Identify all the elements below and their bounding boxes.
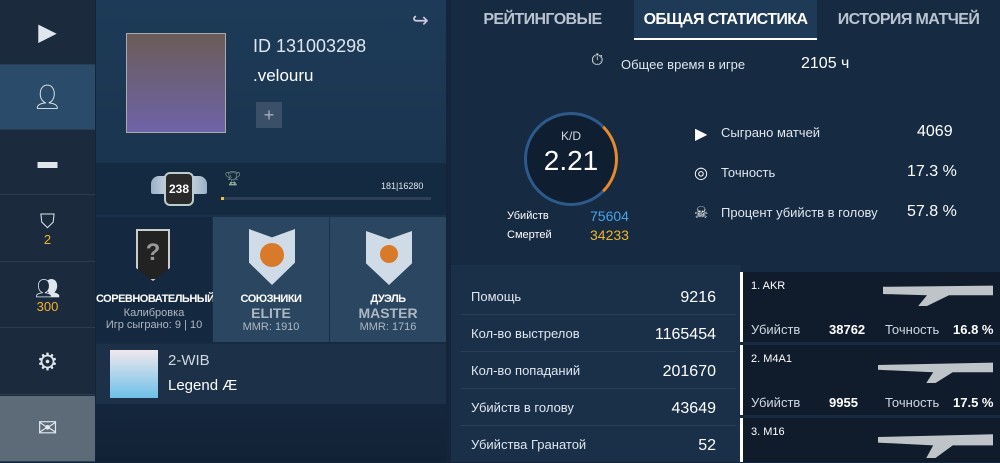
- matches-played-icon: ▶: [695, 126, 708, 143]
- player-name: .velouru: [253, 66, 314, 85]
- sidebar-item-settings[interactable]: ⚙: [0, 330, 95, 395]
- kd-label: K/D: [560, 129, 581, 143]
- avatar[interactable]: [126, 33, 226, 133]
- matches-played-label: Сыграно матчей: [721, 125, 821, 140]
- weapon-card[interactable]: 2. M4A1 Убийств 9955 Точность 17.5 %: [740, 345, 1000, 415]
- add-button[interactable]: +: [256, 102, 282, 128]
- playtime-label: Общее время в игре: [621, 57, 746, 72]
- stat-row: Кол-во выстрелов 1165454: [461, 315, 736, 352]
- elite-rank-icon: [249, 229, 295, 285]
- kills-label: Убийств: [507, 210, 549, 222]
- stats-table: [451, 265, 741, 462]
- friends-count: 300: [36, 299, 59, 314]
- kd-ring: K/D 2.21: [524, 112, 618, 206]
- unranked-icon: ?: [136, 229, 170, 281]
- skull-icon: ☠: [694, 205, 709, 222]
- akr-silhouette-icon: [883, 285, 993, 306]
- stat-row: Убийства Гранатой 52: [471, 437, 716, 454]
- sidebar-item-profile[interactable]: 👤︎: [0, 65, 95, 130]
- share-icon[interactable]: ↪: [412, 10, 429, 32]
- stat-row: Кол-во попаданий 201670: [461, 352, 736, 389]
- stats-panel: РЕЙТИНГОВЫЕ ОБЩАЯ СТАТИСТИКА ИСТОРИЯ МАТ…: [451, 0, 1000, 462]
- weapon-accuracy-label: Точность: [885, 395, 940, 410]
- clan-name: Legend Æ: [168, 377, 238, 394]
- deaths-label: Смертей: [507, 229, 552, 241]
- mode-title: СОЮЗНИКИ: [240, 293, 302, 305]
- level-number: 238: [164, 172, 194, 206]
- friends-icon: 👥︎: [34, 278, 61, 300]
- weapon-kills: 38762: [829, 322, 866, 337]
- mode-status: Калибровка: [123, 307, 185, 319]
- sidebar-item-medals[interactable]: ⛉ 2: [0, 197, 95, 262]
- target-icon: ◎: [694, 165, 708, 182]
- kd-value: 2.21: [543, 145, 599, 176]
- mode-rank: ELITE: [251, 305, 291, 321]
- mode-allies[interactable]: СОЮЗНИКИ ELITE MMR: 1910: [213, 217, 329, 342]
- weapon-card[interactable]: 3. M16: [740, 418, 1000, 462]
- headshot-pct-label: Процент убийств в голову: [721, 205, 878, 220]
- m4a1-silhouette-icon: [878, 362, 993, 383]
- sidebar-item-play[interactable]: ▶: [0, 0, 95, 65]
- sidebar-item-weapons[interactable]: ▬: [0, 130, 95, 195]
- medal-icon: ⛉: [40, 211, 55, 233]
- weapon-kills-label: Убийств: [751, 322, 801, 337]
- kills-value: 75604: [590, 208, 629, 224]
- mode-mmr: MMR: 1716: [359, 321, 417, 333]
- stat-row: Убийств в голову 43649: [461, 389, 736, 426]
- play-icon: ▶: [38, 18, 57, 46]
- mail-icon: ✉: [37, 415, 58, 442]
- playtime-value: 2105 ч: [801, 55, 850, 72]
- stat-row: Помощь 9216: [461, 278, 736, 315]
- xp-progress-bar: [221, 197, 431, 200]
- weapon-accuracy: 17.5 %: [953, 395, 994, 410]
- sidebar: ▶ 👤︎ ▬ ⛉ 2 👥︎ 300 ⚙ ✉: [0, 0, 95, 462]
- clan-tag: 2-WIB: [168, 352, 210, 369]
- tab-match-history[interactable]: ИСТОРИЯ МАТЧЕЙ: [837, 11, 980, 28]
- accuracy-label: Точность: [721, 165, 776, 180]
- medal-count: 2: [43, 232, 52, 247]
- weapon-name: 1. AKR: [751, 280, 786, 292]
- profile-panel: ID 131003298 .velouru + ↪ 238 🏆︎ 181|162…: [96, 0, 446, 462]
- xp-text: 181|16280: [381, 181, 424, 191]
- trophy-icon: 🏆︎: [224, 170, 242, 186]
- mode-duel[interactable]: ДУЭЛЬ MASTER MMR: 1716: [330, 217, 446, 342]
- weapon-card[interactable]: 1. AKR Убийств 38762 Точность 16.8 %: [740, 272, 1000, 342]
- headshot-pct-value: 57.8 %: [907, 203, 957, 220]
- weapon-accuracy: 16.8 %: [953, 322, 994, 337]
- mode-rank: MASTER: [358, 305, 418, 321]
- weapon-name: 3. M16: [751, 426, 785, 438]
- mode-title: СОРЕВНОВАТЕЛЬНЫЙ: [96, 293, 215, 305]
- mode-mmr: MMR: 1910: [242, 321, 300, 333]
- m16-silhouette-icon: [878, 434, 993, 458]
- clan-logo: [110, 350, 158, 398]
- sidebar-item-mail[interactable]: ✉: [0, 396, 95, 462]
- mode-competitive[interactable]: ? СОРЕВНОВАТЕЛЬНЫЙ Калибровка Игр сыгран…: [96, 217, 215, 342]
- gear-icon: ⚙: [36, 348, 59, 376]
- tab-ranked[interactable]: РЕЙТИНГОВЫЕ: [483, 11, 602, 28]
- tab-general-stats[interactable]: ОБЩАЯ СТАТИСТИКА: [634, 0, 817, 40]
- level-badge: 238: [151, 172, 207, 212]
- stopwatch-icon: ⏱: [591, 52, 604, 69]
- deaths-value: 34233: [590, 227, 629, 243]
- weapon-kills-label: Убийств: [751, 395, 801, 410]
- pistol-icon: ▬: [37, 150, 58, 173]
- matches-played-value: 4069: [917, 123, 953, 140]
- weapon-name: 2. M4A1: [751, 353, 792, 365]
- clan-row[interactable]: 2-WIB Legend Æ: [96, 344, 446, 404]
- weapon-accuracy-label: Точность: [885, 322, 940, 337]
- user-icon: 👤︎: [32, 83, 63, 111]
- games-played: Игр сыграно: 9 | 10: [105, 319, 203, 331]
- mode-title: ДУЭЛЬ: [370, 293, 406, 305]
- weapon-kills: 9955: [829, 395, 858, 410]
- player-id: ID 131003298: [253, 36, 367, 56]
- accuracy-value: 17.3 %: [907, 163, 957, 180]
- sidebar-item-friends[interactable]: 👥︎ 300: [0, 263, 95, 328]
- master-rank-icon: [366, 231, 412, 285]
